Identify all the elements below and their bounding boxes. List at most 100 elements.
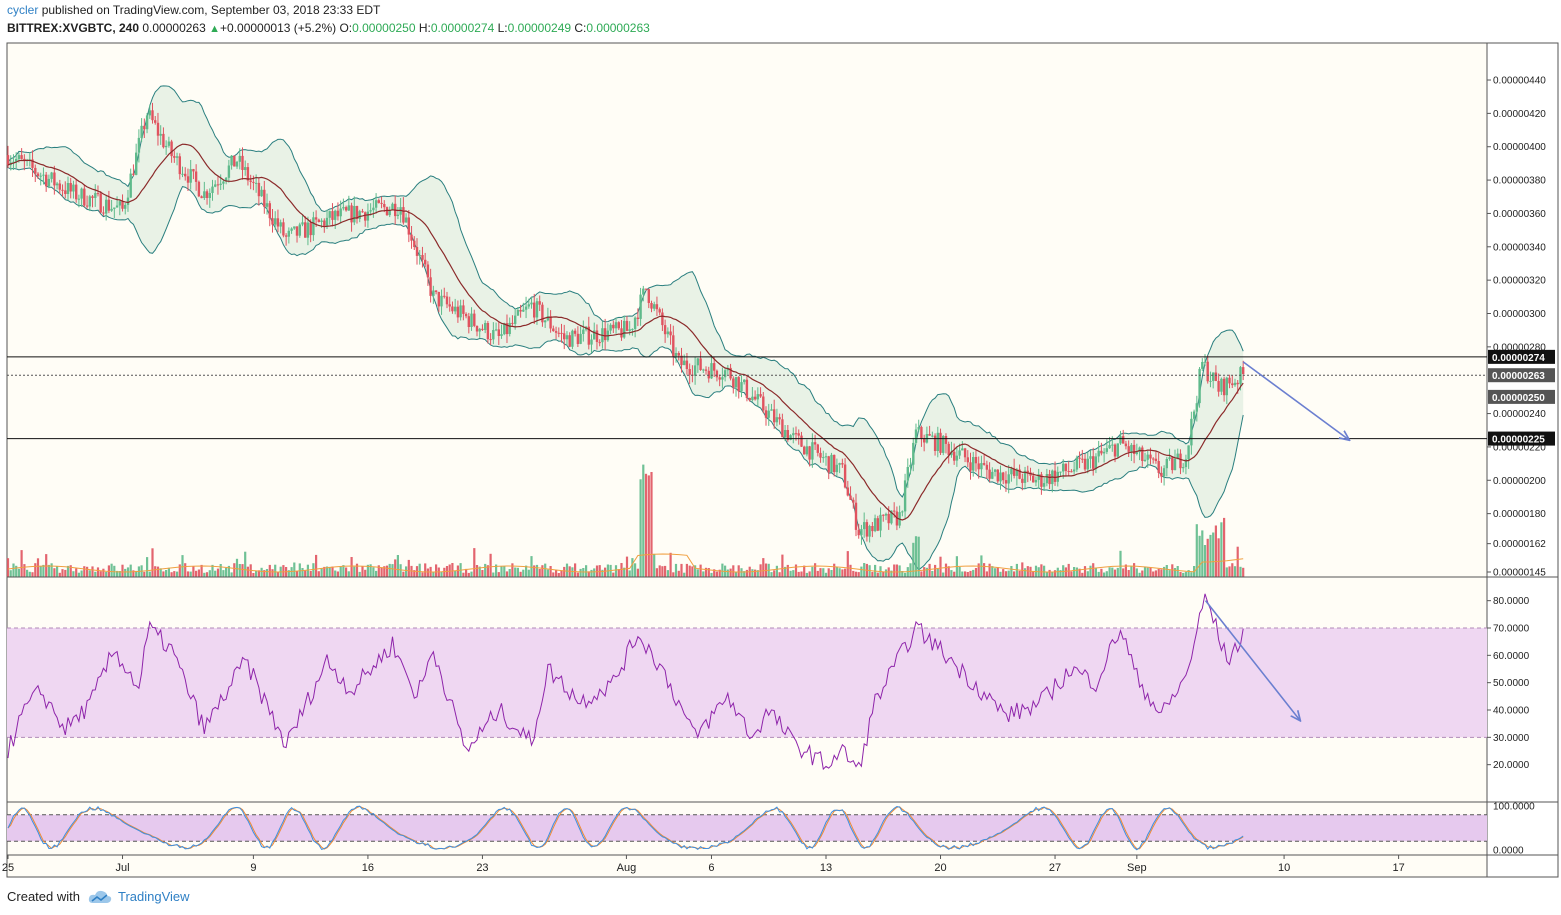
candle-body: [230, 155, 233, 166]
volume-bar: [688, 565, 691, 577]
candle: [135, 143, 138, 176]
candle: [655, 296, 659, 316]
volume-bar: [614, 565, 618, 577]
candle: [34, 164, 37, 182]
volume-bar: [713, 569, 716, 577]
candle-body: [320, 220, 323, 222]
candle: [852, 497, 855, 509]
volume-bar: [612, 572, 615, 577]
volume-bar: [601, 569, 604, 577]
candle-body: [1010, 468, 1013, 475]
rsi-tick-label: 30.0000: [1493, 733, 1530, 744]
close-label: C:: [574, 21, 587, 35]
volume-bar: [1171, 564, 1174, 577]
candle-body: [1092, 456, 1095, 469]
volume-bar: [197, 569, 200, 577]
candle-body: [1102, 451, 1106, 454]
volume-bar: [421, 572, 424, 577]
candle-body: [552, 328, 555, 332]
candle-body: [822, 457, 825, 459]
candle-body: [284, 235, 288, 237]
candle: [372, 198, 375, 218]
volume-bar: [1201, 530, 1204, 577]
price-label: 0.00000274: [1492, 353, 1545, 364]
candle: [353, 196, 356, 226]
candle-body: [928, 434, 931, 436]
candle-body: [110, 208, 113, 211]
candle: [1018, 464, 1021, 480]
volume-bar: [80, 570, 83, 577]
candle-body: [83, 188, 86, 206]
candle-body: [511, 322, 514, 324]
candle-body: [942, 436, 945, 453]
candle-body: [824, 456, 828, 458]
candle-body: [843, 464, 847, 488]
candle-body: [759, 394, 762, 397]
candle-body: [1171, 457, 1174, 471]
candle: [200, 195, 203, 199]
candle: [590, 334, 593, 353]
candle: [846, 480, 849, 497]
candle-body: [683, 360, 686, 366]
up-triangle-icon: ▲: [209, 23, 221, 35]
candle: [197, 180, 201, 198]
candle: [985, 460, 989, 479]
price-label: 0.00000263: [1492, 371, 1545, 382]
volume-bar: [1029, 566, 1032, 577]
candle-body: [546, 316, 550, 321]
volume-bar: [549, 566, 552, 577]
volume-bar: [533, 565, 536, 577]
volume-bar: [721, 563, 724, 577]
candle: [1094, 453, 1098, 474]
candle-body: [140, 125, 143, 138]
candle: [636, 308, 640, 327]
candle-body: [358, 211, 361, 219]
candle: [279, 219, 282, 234]
candle: [614, 317, 618, 334]
candle-body: [385, 207, 389, 216]
candle: [162, 127, 165, 149]
candle: [1040, 471, 1043, 495]
candle-body: [887, 513, 890, 524]
candle-body: [1127, 446, 1130, 452]
candle-body: [1135, 452, 1138, 454]
candle: [696, 357, 699, 373]
candle-body: [219, 183, 222, 185]
volume-bar: [263, 570, 266, 577]
candle: [789, 434, 792, 441]
author-link[interactable]: cycler: [7, 3, 39, 17]
candle: [290, 227, 293, 234]
candle: [1198, 367, 1201, 408]
candle-body: [459, 305, 462, 318]
candle-body: [364, 212, 367, 221]
candle-body: [1012, 468, 1016, 476]
candle: [328, 210, 331, 225]
candle-body: [369, 210, 372, 212]
candle: [923, 434, 926, 452]
candle-body: [901, 511, 904, 513]
volume-bar: [1214, 525, 1217, 577]
candle-body: [402, 207, 405, 223]
candle: [380, 196, 383, 209]
candle: [920, 425, 923, 447]
volume-bar: [778, 572, 781, 577]
candle: [110, 200, 113, 212]
candle: [407, 210, 410, 243]
candle: [792, 427, 795, 444]
candle: [459, 299, 462, 321]
volume-bar: [912, 542, 915, 577]
candle: [912, 437, 915, 472]
candle: [497, 322, 500, 345]
candle: [339, 200, 342, 224]
volume-bar: [996, 567, 999, 577]
candle: [822, 450, 825, 463]
candle-body: [295, 226, 299, 236]
candle: [955, 446, 959, 467]
candle: [595, 324, 599, 350]
candle-body: [903, 480, 907, 512]
candle-body: [1195, 403, 1198, 412]
tradingview-link[interactable]: TradingView: [117, 889, 190, 904]
rsi-trend-arrow: [1204, 600, 1301, 721]
candle: [304, 216, 307, 238]
candle: [603, 318, 607, 351]
